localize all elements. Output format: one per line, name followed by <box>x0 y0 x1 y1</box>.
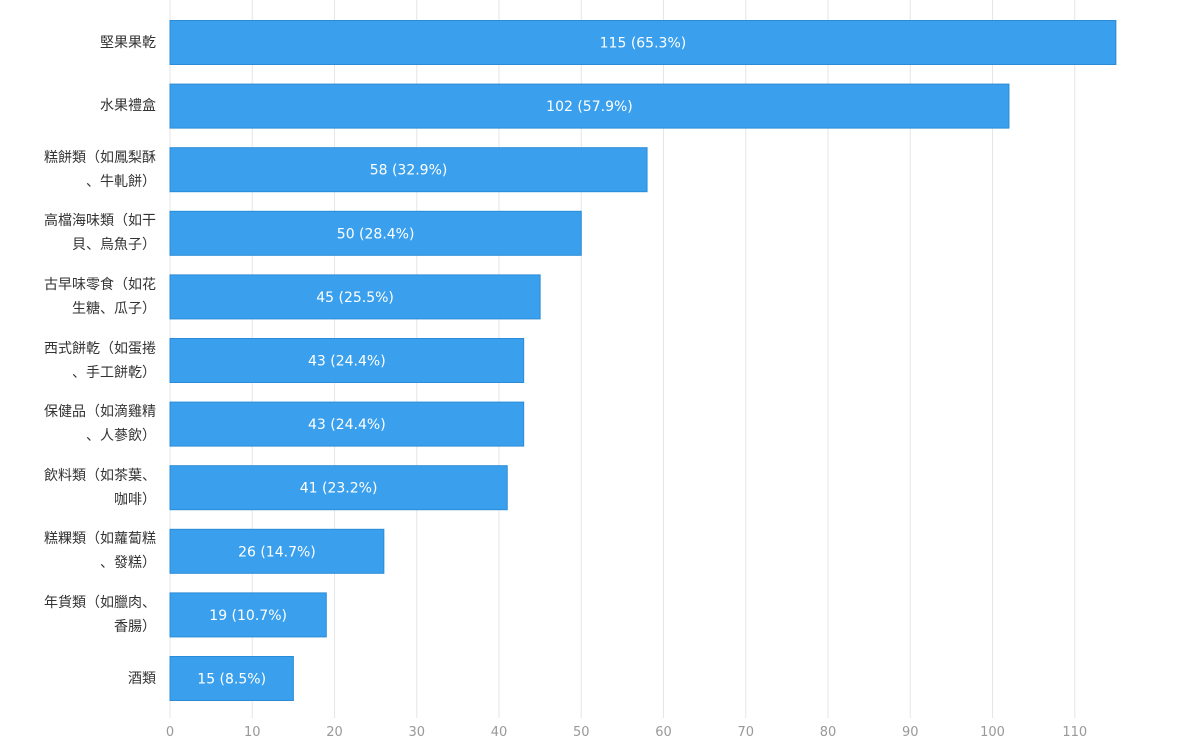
category-label: 酒類 <box>6 667 156 691</box>
category-label-line: 高檔海味類（如干 <box>44 213 156 230</box>
category-label-line: 、人蔘飲） <box>86 428 156 445</box>
x-tick-label: 10 <box>244 725 261 740</box>
category-label-line: 飲料類（如茶葉、 <box>44 467 156 484</box>
bar[interactable] <box>169 338 525 383</box>
bar[interactable] <box>169 20 1117 65</box>
x-tick-label: 40 <box>491 725 508 740</box>
category-label: 水果禮盒 <box>6 94 156 118</box>
x-tick-label: 100 <box>980 725 1005 740</box>
bar-data-label: 50 (28.4%) <box>337 226 415 242</box>
x-tick-label: 20 <box>326 725 343 740</box>
category-label: 糕粿類（如蘿蔔糕、發糕） <box>6 527 156 575</box>
bar-data-label: 26 (14.7%) <box>238 544 316 560</box>
category-label: 高檔海味類（如干貝、烏魚子） <box>6 209 156 257</box>
category-label-line: 堅果果乾 <box>100 34 156 51</box>
category-label-line: 貝、烏魚子） <box>72 237 156 254</box>
category-label-line: 、手工餅乾） <box>72 364 156 381</box>
bar[interactable] <box>169 83 1010 129</box>
category-label: 西式餅乾（如蛋捲、手工餅乾） <box>6 337 156 385</box>
bar[interactable] <box>169 528 385 574</box>
bar-data-label: 43 (24.4%) <box>308 354 386 370</box>
x-tick-label: 70 <box>737 725 754 740</box>
x-axis-ticks: 0 10 20 30 40 50 60 70 80 90 100 110 <box>166 725 1087 740</box>
category-label-line: 香腸） <box>114 618 156 635</box>
x-tick-label: 110 <box>1062 725 1087 740</box>
category-label-line: 糕粿類（如蘿蔔糕 <box>44 531 156 548</box>
category-label-line: 年貨類（如臘肉、 <box>44 594 156 611</box>
bar-data-label: 43 (24.4%) <box>308 417 386 433</box>
category-label-line: 西式餅乾（如蛋捲 <box>44 340 156 357</box>
x-tick-label: 60 <box>655 725 672 740</box>
category-label: 糕餅類（如鳳梨酥、牛軋餅） <box>6 146 156 194</box>
category-label: 堅果果乾 <box>6 31 156 55</box>
x-tick-label: 30 <box>408 725 425 740</box>
category-label-line: 糕餅類（如鳳梨酥 <box>44 149 156 166</box>
category-label: 古早味零食（如花生糖、瓜子） <box>6 273 156 321</box>
bar-data-label: 45 (25.5%) <box>316 290 394 306</box>
bar[interactable] <box>169 210 582 256</box>
category-label: 年貨類（如臘肉、香腸） <box>6 591 156 639</box>
bar[interactable] <box>169 465 508 511</box>
category-label-line: 、牛軋餅） <box>86 173 156 190</box>
category-label: 飲料類（如茶葉、咖啡） <box>6 464 156 512</box>
bar[interactable] <box>169 656 294 701</box>
category-label: 保健品（如滴雞精、人蔘飲） <box>6 400 156 448</box>
category-label-line: 保健品（如滴雞精 <box>44 404 156 421</box>
category-label-line: 咖啡） <box>114 491 156 508</box>
bar[interactable] <box>169 592 327 638</box>
bar-data-label: 15 (8.5%) <box>197 672 266 688</box>
bar-data-label: 102 (57.9%) <box>546 99 633 115</box>
bar-data-label: 19 (10.7%) <box>209 608 287 624</box>
bar[interactable] <box>169 401 525 447</box>
bar[interactable] <box>169 274 541 320</box>
bar-data-label: 115 (65.3%) <box>600 36 687 52</box>
bar-data-label: 58 (32.9%) <box>370 163 448 179</box>
bars: 115 (65.3%) 102 (57.9%) 58 (32.9%) 50 (28.4… <box>169 20 1117 701</box>
bar-data-label: 41 (23.2%) <box>300 481 378 497</box>
x-tick-label: 80 <box>820 725 837 740</box>
category-label-line: 水果禮盒 <box>100 98 156 115</box>
x-tick-label: 50 <box>573 725 590 740</box>
category-label-line: 、發糕） <box>100 555 156 572</box>
x-tick-label: 0 <box>166 725 174 740</box>
category-label-line: 古早味零食（如花 <box>44 276 156 293</box>
category-label-line: 酒類 <box>128 670 156 687</box>
bar[interactable] <box>169 147 648 193</box>
x-tick-label: 90 <box>902 725 919 740</box>
category-label-line: 生糖、瓜子） <box>72 300 156 317</box>
